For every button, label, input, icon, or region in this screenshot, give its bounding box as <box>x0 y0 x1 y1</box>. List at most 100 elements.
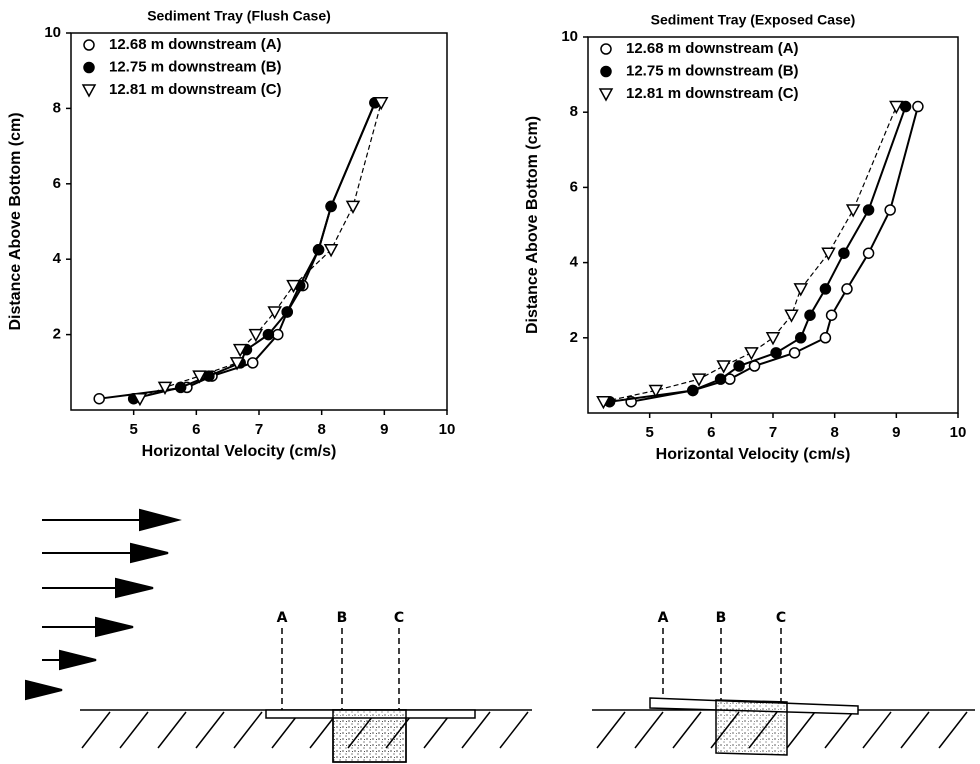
diagram-label: B <box>716 610 727 626</box>
hatch-line <box>938 711 968 749</box>
hatch-line <box>596 711 626 749</box>
x-tick-label: 7 <box>769 424 777 441</box>
marker <box>788 347 801 359</box>
hatch-line <box>786 711 816 749</box>
diagram-label: A <box>277 610 288 626</box>
series-line <box>609 106 907 403</box>
y-axis-label: Distance Above Bottom (cm) <box>7 112 24 330</box>
legend-label: 12.81 m downstream (C) <box>626 85 799 102</box>
marker <box>714 373 727 385</box>
marker <box>132 392 148 407</box>
marker <box>716 360 731 374</box>
marker <box>262 328 275 341</box>
marker <box>192 370 207 384</box>
x-tick-label: 8 <box>830 424 838 441</box>
marker <box>841 283 853 295</box>
legend-marker <box>598 88 614 102</box>
x-tick-label: 6 <box>707 424 715 441</box>
marker <box>93 392 105 405</box>
y-tick-label: 6 <box>570 178 578 195</box>
x-tick-label: 10 <box>950 424 967 441</box>
marker <box>795 332 807 344</box>
legend-label: 12.75 m downstream (B) <box>626 62 799 79</box>
marker <box>323 244 339 258</box>
marker <box>793 283 809 297</box>
y-tick-label: 10 <box>561 28 578 45</box>
legend-marker <box>81 84 97 98</box>
legend-label: 12.75 m downstream (B) <box>109 58 282 75</box>
chart-title: Sediment Tray (Exposed Case) <box>651 12 856 28</box>
y-tick-label: 2 <box>570 329 578 346</box>
flush-diagram <box>80 628 532 763</box>
exposed-diagram <box>592 628 975 756</box>
diagram-label: B <box>337 610 348 626</box>
diagram-label: A <box>658 610 669 626</box>
marker <box>687 384 699 397</box>
marker <box>272 328 284 341</box>
hatch-line <box>461 711 491 749</box>
hatch-line <box>862 711 892 749</box>
marker <box>229 357 245 371</box>
marker <box>899 100 912 113</box>
hatch-line <box>195 711 225 749</box>
hatch-line <box>634 711 664 749</box>
hatch-line <box>119 711 149 749</box>
marker <box>267 306 282 320</box>
marker <box>838 247 850 259</box>
marker <box>862 247 875 259</box>
x-tick-label: 7 <box>255 421 263 438</box>
marker <box>345 200 361 214</box>
marker <box>765 332 781 346</box>
series-line <box>603 106 897 403</box>
marker <box>733 360 745 372</box>
x-tick-label: 9 <box>380 421 388 438</box>
y-tick-label: 8 <box>570 103 578 120</box>
hatch-line <box>157 711 187 749</box>
marker <box>889 100 904 115</box>
legend-label: 12.68 m downstream (A) <box>109 36 282 53</box>
diagrams: A B C A B C <box>25 508 975 763</box>
marker <box>825 309 838 321</box>
diagram-label: C <box>394 610 404 626</box>
legend-marker <box>600 43 612 55</box>
marker <box>884 204 896 216</box>
marker <box>819 283 832 295</box>
x-tick-label: 9 <box>892 424 900 441</box>
marker <box>845 204 861 218</box>
y-tick-label: 10 <box>44 24 61 41</box>
marker <box>232 343 248 358</box>
y-tick-label: 6 <box>53 175 61 192</box>
marker <box>770 347 782 359</box>
marker <box>246 357 259 369</box>
hatch-line <box>499 711 529 749</box>
marker <box>248 328 264 343</box>
x-tick-label: 5 <box>129 421 137 438</box>
legend-label: 12.81 m downstream (C) <box>109 81 282 98</box>
x-axis-label: Horizontal Velocity (cm/s) <box>142 443 337 460</box>
marker <box>286 279 301 294</box>
marker <box>784 309 799 323</box>
hatch-line <box>81 711 111 749</box>
marker <box>912 100 924 113</box>
marker <box>862 204 875 216</box>
hatch-line <box>824 711 854 749</box>
y-tick-label: 4 <box>570 254 579 271</box>
marker <box>203 370 215 382</box>
legend-marker <box>83 39 95 51</box>
x-tick-label: 6 <box>192 421 200 438</box>
hatch-line <box>672 711 702 749</box>
x-tick-label: 10 <box>439 421 456 438</box>
y-axis-label: Distance Above Bottom (cm) <box>524 116 541 334</box>
marker <box>804 309 816 321</box>
y-tick-label: 4 <box>53 250 62 267</box>
series-line <box>133 102 376 400</box>
x-tick-label: 5 <box>645 424 653 441</box>
y-tick-label: 8 <box>53 99 61 116</box>
flow-arrows <box>25 508 182 701</box>
chart-title: Sediment Tray (Flush Case) <box>147 8 331 24</box>
legend-marker <box>83 61 95 74</box>
hatch-line <box>233 711 263 749</box>
hatch-line <box>900 711 930 749</box>
